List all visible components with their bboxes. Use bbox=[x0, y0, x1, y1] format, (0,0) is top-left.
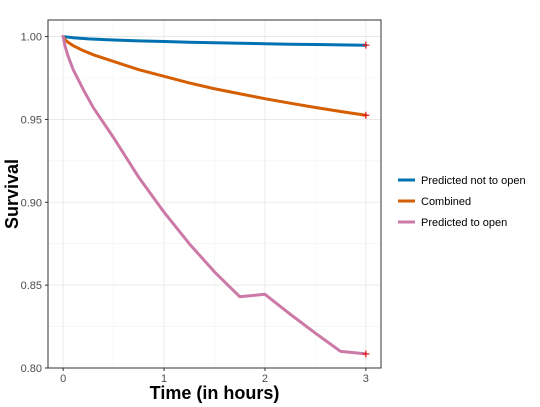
y-tick-label: 0.95 bbox=[21, 114, 42, 126]
y-tick-label: 0.90 bbox=[21, 197, 42, 209]
censor-mark-3 bbox=[362, 350, 370, 358]
y-axis-ticks: 0.80 0.85 0.90 0.95 1.00 bbox=[21, 32, 48, 375]
y-tick-label: 1.00 bbox=[21, 32, 42, 44]
y-axis-title: Survival bbox=[2, 159, 22, 229]
legend-label: Combined bbox=[421, 196, 471, 208]
censor-mark-2 bbox=[362, 111, 370, 119]
y-tick-label: 0.85 bbox=[21, 280, 42, 292]
legend-label: Predicted not to open bbox=[421, 175, 526, 187]
legend-label: Predicted to open bbox=[421, 217, 507, 229]
legend-item-2: Combined bbox=[398, 196, 471, 208]
x-axis-ticks: 0 1 2 3 bbox=[60, 368, 369, 385]
x-tick-label: 0 bbox=[60, 373, 66, 385]
legend: Predicted not to open Combined Predicted t… bbox=[398, 175, 526, 229]
x-tick-label: 2 bbox=[262, 373, 268, 385]
series-layer bbox=[61, 35, 368, 356]
legend-item-1: Predicted not to open bbox=[398, 175, 526, 187]
series-line-1 bbox=[61, 35, 368, 47]
series-line-3 bbox=[61, 35, 368, 356]
censor-marks bbox=[362, 41, 370, 358]
censor-mark-1 bbox=[362, 41, 370, 49]
x-tick-label: 1 bbox=[161, 373, 167, 385]
panel-border bbox=[47, 19, 382, 369]
series-line-2 bbox=[61, 35, 368, 117]
x-axis-title: Time (in hours) bbox=[150, 383, 280, 403]
x-tick-label: 3 bbox=[363, 373, 369, 385]
y-tick-label: 0.80 bbox=[21, 363, 42, 375]
legend-item-3: Predicted to open bbox=[398, 217, 507, 229]
